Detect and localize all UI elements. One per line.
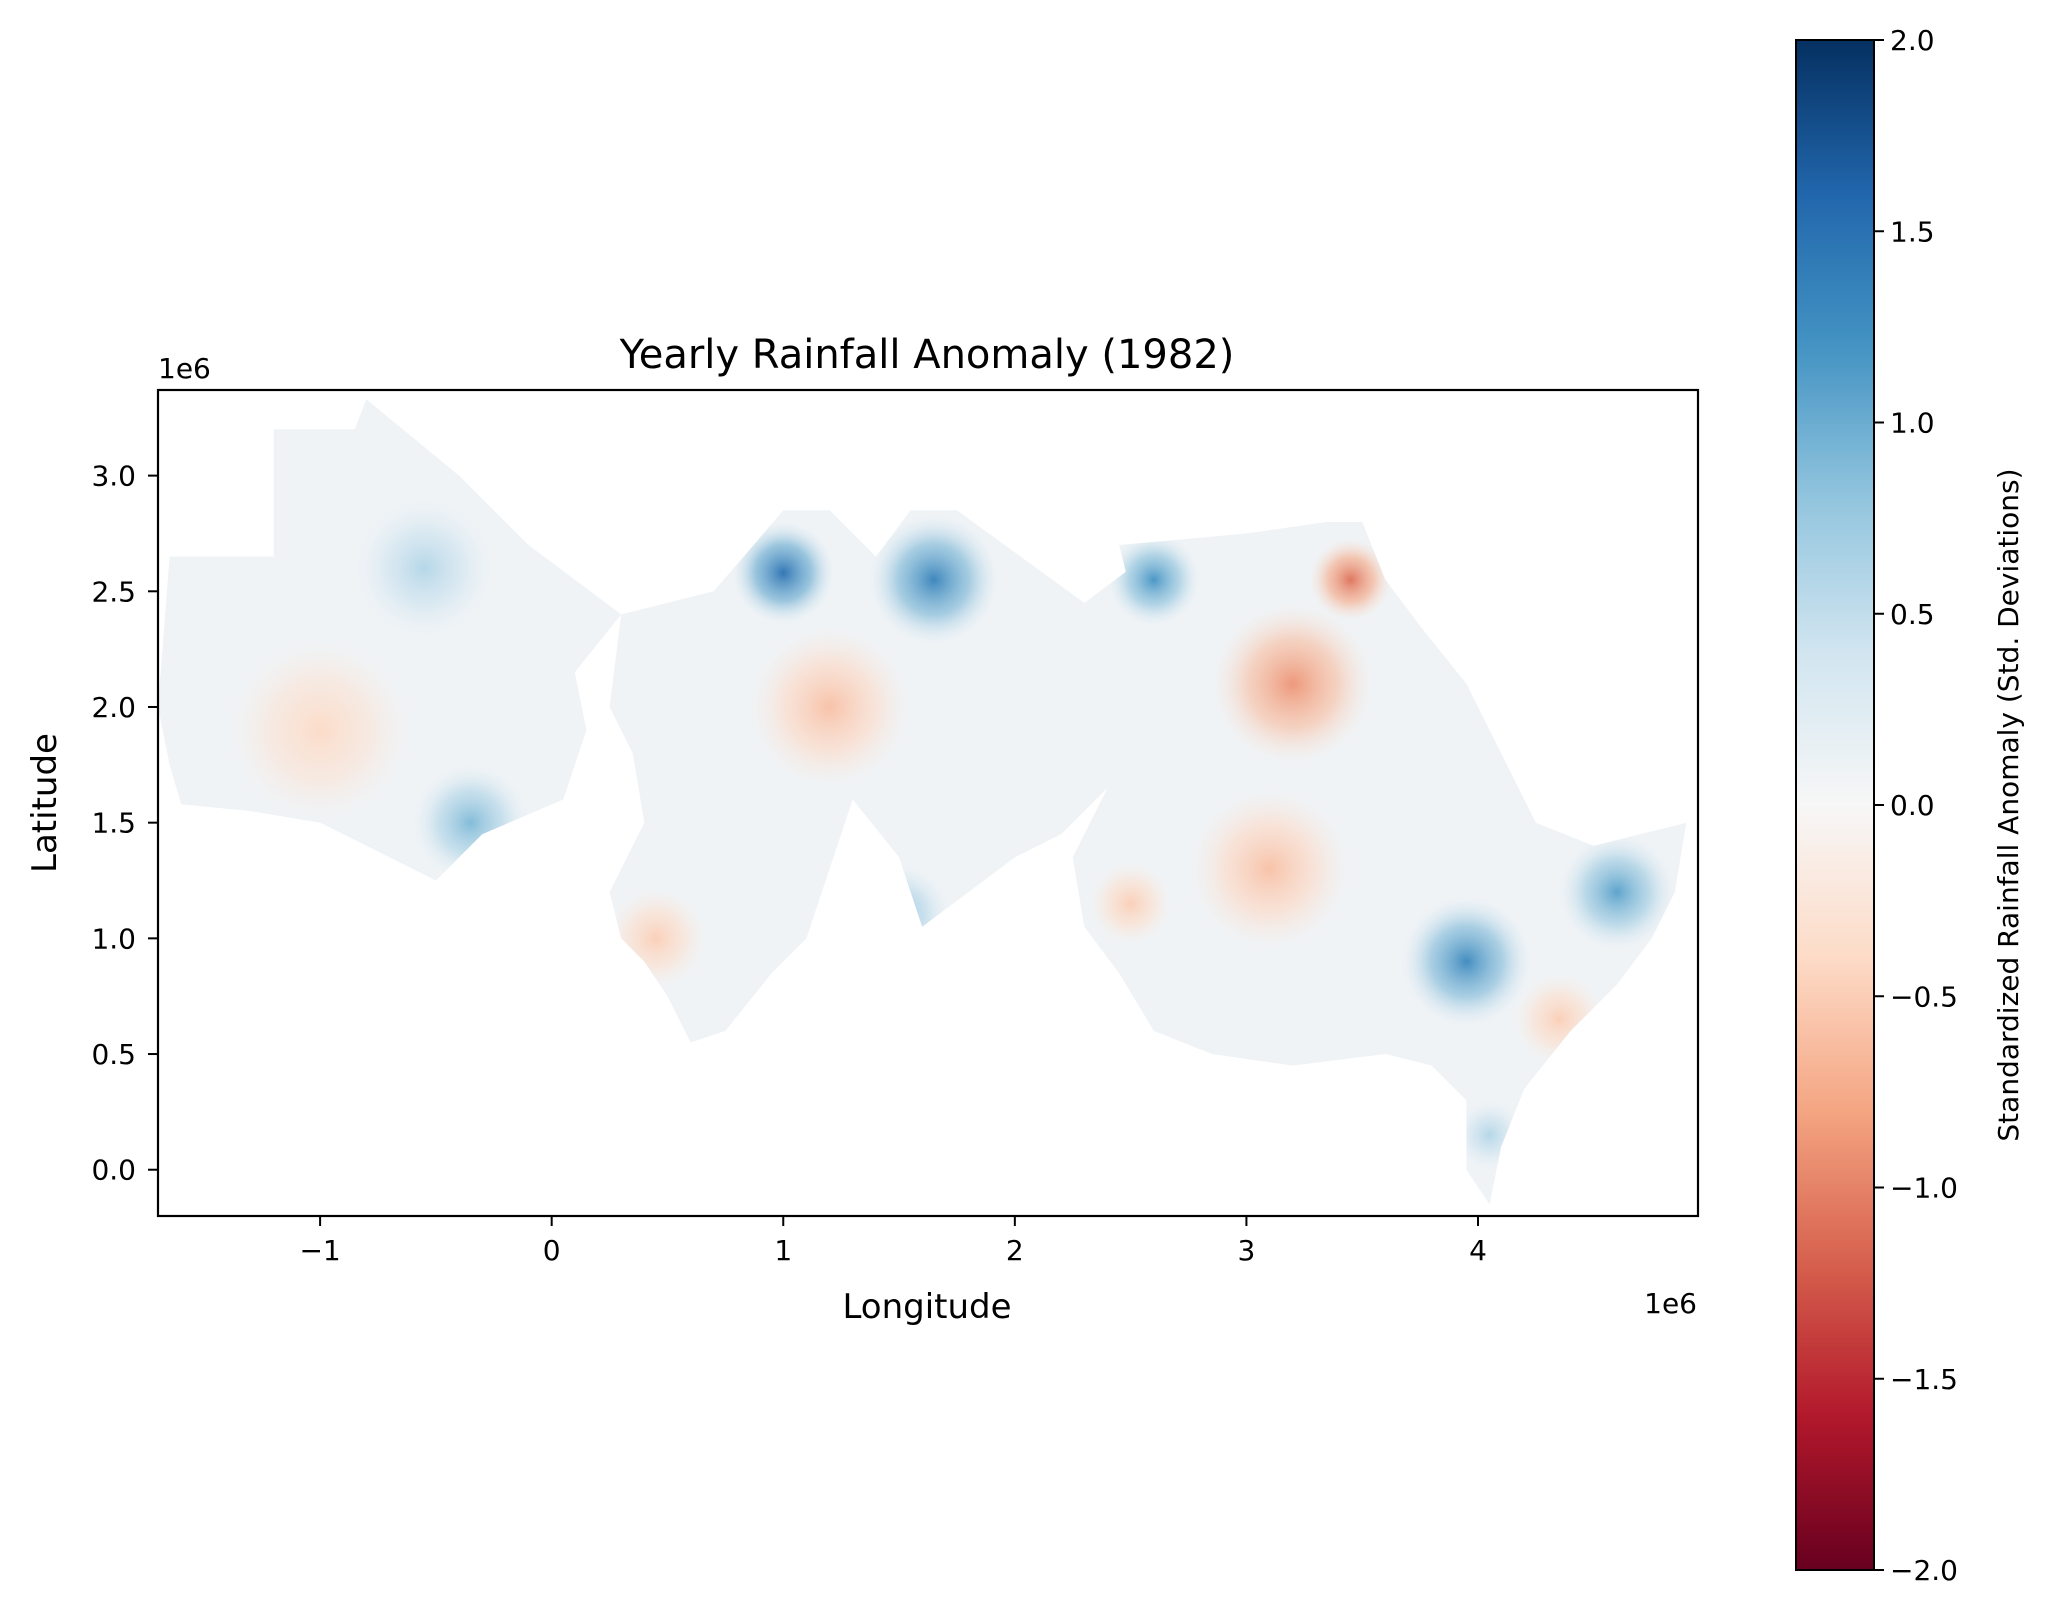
anomaly-feature [1559, 834, 1675, 950]
y-tick-label: 2.5 [91, 575, 136, 608]
anomaly-feature [1401, 896, 1532, 1027]
y-tick-label: 2.0 [91, 691, 136, 724]
y-axis-ticks: 0.0 0.5 1.0 1.5 2.0 2.5 3.0 [91, 460, 158, 1187]
colorbar-tick-label: 2.0 [1890, 24, 1935, 57]
x-axis-label: Longitude [842, 1287, 1011, 1327]
colorbar-tick-label: 1.0 [1890, 407, 1935, 440]
x-offset-label: 1e6 [1644, 1287, 1697, 1320]
x-tick-label: 4 [1469, 1234, 1487, 1267]
chart-title: Yearly Rainfall Anomaly (1982) [619, 332, 1235, 378]
x-tick-label: 0 [543, 1234, 561, 1267]
colorbar-ticks: 2.0 1.5 1.0 0.5 0.0 −0.5 −1.0 −1.5 −2.0 [1874, 24, 1958, 1587]
anomaly-feature [1107, 533, 1201, 626]
map-region-central-sahel [609, 510, 1154, 1043]
x-tick-label: 2 [1006, 1234, 1024, 1267]
colorbar-fill [1796, 40, 1874, 1570]
anomaly-feature [1211, 602, 1374, 765]
anomaly-feature [732, 521, 835, 624]
x-tick-label: −1 [299, 1234, 340, 1267]
colorbar-tick-label: −1.0 [1890, 1172, 1958, 1205]
colorbar-tick-label: 0.5 [1890, 598, 1935, 631]
colorbar-tick-label: −2.0 [1890, 1554, 1958, 1587]
anomaly-feature [748, 626, 911, 788]
anomaly-feature [1088, 862, 1173, 946]
colorbar-tick-label: −0.5 [1890, 980, 1958, 1013]
y-tick-label: 1.0 [91, 922, 136, 955]
x-axis-ticks: −1 0 1 2 3 4 [299, 1216, 1487, 1267]
colorbar: 2.0 1.5 1.0 0.5 0.0 −0.5 −1.0 −1.5 −2.0 Standard… [1795, 24, 2025, 1587]
colorbar-label: Standardized Rainfall Anomaly (Std. Devi… [1992, 468, 2025, 1141]
y-tick-label: 0.5 [91, 1038, 136, 1071]
y-tick-label: 0.0 [91, 1154, 136, 1187]
colorbar-tick-label: −1.5 [1890, 1363, 1958, 1396]
anomaly-feature [354, 498, 494, 638]
anomaly-feature [1188, 787, 1351, 950]
colorbar-tick-label: 0.0 [1890, 789, 1935, 822]
plot-frame [156, 388, 1700, 1218]
y-tick-label: 1.5 [91, 807, 136, 840]
anomaly-feature [869, 514, 999, 645]
y-tick-label: 3.0 [91, 460, 136, 493]
anomaly-feature [1308, 538, 1393, 622]
y-axis-label: Latitude [25, 733, 65, 873]
colorbar-tick-label: 1.5 [1890, 215, 1935, 248]
anomaly-feature [227, 637, 413, 823]
y-offset-label: 1e6 [158, 352, 211, 385]
plot-area [156, 388, 1700, 1218]
x-tick-label: 3 [1238, 1234, 1256, 1267]
x-tick-label: 1 [774, 1234, 792, 1267]
